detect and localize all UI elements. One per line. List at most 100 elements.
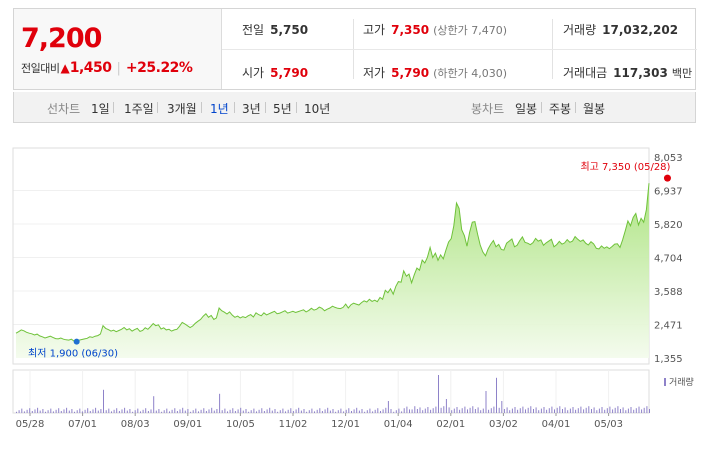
volume-bar bbox=[116, 408, 118, 413]
change-value: 1,450 bbox=[69, 60, 112, 76]
volume-bar bbox=[419, 407, 421, 413]
volume-bar bbox=[464, 406, 466, 413]
x-tick-label: 10/05 bbox=[226, 419, 255, 430]
volume-bar bbox=[564, 407, 566, 413]
volume-bar bbox=[198, 411, 199, 413]
volume-bar bbox=[113, 409, 115, 413]
stat-value: 117,303 bbox=[613, 66, 668, 80]
volume-bar bbox=[343, 411, 345, 413]
volume-bar bbox=[263, 411, 265, 413]
volume-bar bbox=[118, 411, 120, 413]
volume-bar bbox=[364, 411, 366, 413]
price-area bbox=[16, 183, 649, 358]
tab-3-years[interactable]: 3년 bbox=[242, 102, 261, 116]
volume-bar bbox=[190, 411, 192, 413]
tab-10-years[interactable]: 10년 bbox=[304, 102, 331, 116]
volume-bar bbox=[153, 396, 155, 413]
volume-bar bbox=[121, 409, 123, 413]
volume-bar bbox=[63, 409, 65, 413]
change-label: 전일대비 bbox=[21, 62, 60, 75]
y-tick-label: 8,053 bbox=[654, 153, 683, 164]
volume-bar bbox=[39, 410, 41, 413]
volume-bar bbox=[474, 409, 476, 413]
tab-daily-candle[interactable]: 일봉 bbox=[515, 102, 538, 116]
volume-bar bbox=[380, 411, 381, 413]
volume-bar bbox=[540, 408, 542, 413]
volume-bar bbox=[81, 411, 83, 413]
volume-bar bbox=[372, 411, 374, 413]
volume-bar bbox=[68, 410, 70, 413]
volume-bar bbox=[585, 407, 587, 413]
volume-bar bbox=[111, 411, 112, 413]
low-annotation: 최저 1,900 (06/30) bbox=[28, 348, 118, 360]
volume-bars bbox=[16, 375, 650, 413]
volume-bar bbox=[361, 409, 363, 413]
volume-bar bbox=[261, 408, 263, 413]
volume-bar bbox=[169, 411, 170, 413]
volume-bar bbox=[187, 409, 189, 413]
volume-bar bbox=[448, 407, 450, 413]
volume-bar bbox=[393, 411, 395, 413]
volume-bar bbox=[612, 409, 614, 413]
volume-bar bbox=[282, 408, 284, 413]
volume-bar bbox=[445, 399, 447, 413]
volume-bar bbox=[620, 409, 621, 413]
divider bbox=[296, 102, 297, 113]
stat-label: 거래대금 bbox=[563, 66, 608, 80]
tab-1-year[interactable]: 1년 bbox=[210, 102, 229, 116]
volume-bar bbox=[348, 408, 350, 413]
stat-value: 7,350 bbox=[391, 23, 430, 37]
volume-bar bbox=[58, 408, 60, 413]
high-marker bbox=[663, 174, 671, 182]
tab-3-months[interactable]: 3개월 bbox=[167, 102, 197, 116]
y-tick-label: 6,937 bbox=[654, 187, 683, 198]
tab-5-years[interactable]: 5년 bbox=[273, 102, 292, 116]
volume-bar bbox=[627, 408, 629, 413]
divider: | bbox=[116, 61, 121, 76]
volume-bar bbox=[216, 409, 218, 413]
volume-bar bbox=[92, 409, 94, 413]
y-tick-label: 1,355 bbox=[654, 354, 683, 365]
volume-bar bbox=[23, 411, 25, 413]
stat-unit: 백만 bbox=[671, 67, 693, 80]
volume-bar bbox=[472, 406, 474, 413]
volume-bar bbox=[493, 406, 495, 413]
volume-bar bbox=[538, 410, 540, 413]
volume-bar bbox=[533, 409, 534, 413]
volume-bar bbox=[351, 411, 352, 413]
divider bbox=[157, 102, 158, 113]
volume-bar bbox=[430, 409, 432, 413]
stat-value: 17,032,202 bbox=[602, 23, 679, 37]
volume-bar bbox=[18, 410, 20, 413]
volume-bar bbox=[327, 407, 329, 413]
volume-bar bbox=[208, 409, 210, 413]
volume-bar bbox=[329, 410, 331, 413]
volume-bar bbox=[395, 410, 397, 413]
volume-bar bbox=[155, 410, 157, 413]
volume-bar bbox=[498, 407, 500, 413]
volume-bar bbox=[237, 409, 239, 413]
volume-bar bbox=[285, 411, 286, 413]
volume-bar bbox=[432, 408, 434, 413]
volume-bar bbox=[345, 409, 347, 413]
y-axis: 8,053 6,937 5,820 4,704 3,588 2,471 1,355 bbox=[654, 153, 683, 365]
stat-label: 전일 bbox=[242, 23, 265, 37]
low-stat: 저가 5,790 (하한가 4,030) bbox=[363, 64, 507, 81]
volume-bar bbox=[601, 407, 603, 413]
stat-sub: (상한가 7,470) bbox=[433, 24, 507, 37]
volume-bar bbox=[219, 393, 221, 413]
volume-bar bbox=[438, 375, 439, 413]
tab-1-week[interactable]: 1주일 bbox=[124, 102, 154, 116]
volume-bar bbox=[617, 406, 619, 413]
stat-label: 시가 bbox=[242, 66, 265, 80]
volume-bar bbox=[622, 407, 624, 413]
y-tick-label: 4,704 bbox=[654, 254, 683, 265]
volume-bar bbox=[66, 407, 68, 413]
volume-bar bbox=[124, 407, 126, 413]
volume-bar bbox=[377, 408, 379, 413]
tab-monthly-candle[interactable]: 월봉 bbox=[583, 102, 606, 116]
tab-weekly-candle[interactable]: 주봉 bbox=[549, 102, 572, 116]
volume-bar bbox=[580, 406, 582, 413]
volume-bar bbox=[583, 409, 585, 413]
tab-1-day[interactable]: 1일 bbox=[91, 102, 110, 116]
